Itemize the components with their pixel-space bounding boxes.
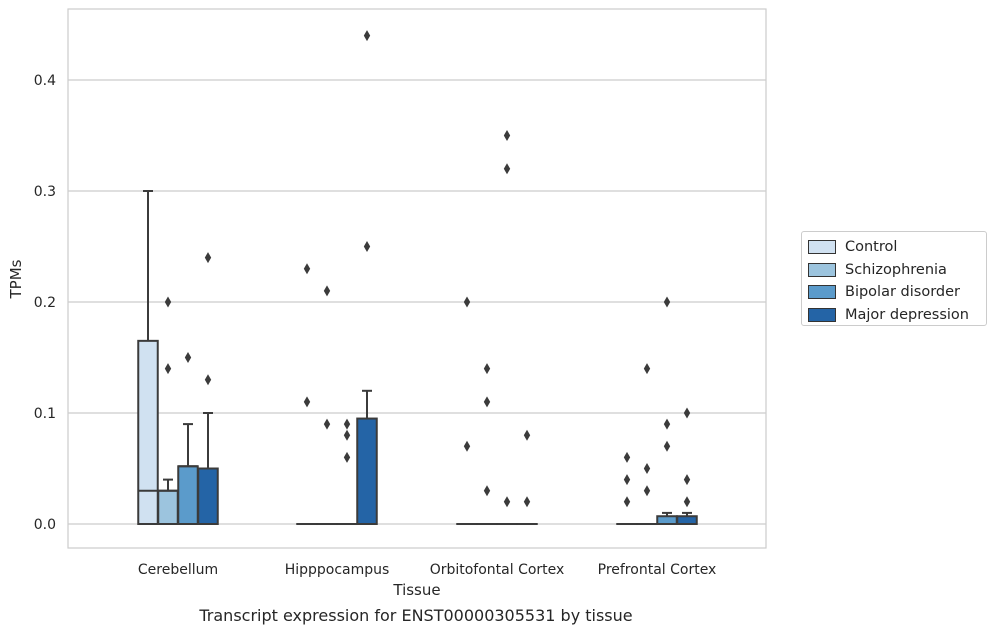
box-body xyxy=(177,465,199,525)
outlier-point xyxy=(683,474,691,486)
box-major-depression xyxy=(197,412,219,525)
box-major-depression xyxy=(676,511,698,525)
legend-label: Major depression xyxy=(845,306,969,323)
outlier-point xyxy=(643,463,651,474)
outlier-point xyxy=(623,451,631,463)
outlier-point xyxy=(623,474,631,486)
x-axis-label: Tissue xyxy=(392,581,440,599)
outlier-point xyxy=(343,418,351,430)
box-body xyxy=(676,515,698,525)
legend-swatch xyxy=(808,307,836,322)
outlier-point xyxy=(343,429,351,441)
y-tick-label: 0.0 xyxy=(34,517,56,533)
box-schizophrenia xyxy=(157,478,179,526)
x-tick-label: Prefrontal Cortex xyxy=(598,562,717,578)
outlier-point xyxy=(363,30,371,42)
outlier-point xyxy=(343,451,351,463)
boxes xyxy=(137,190,698,526)
box-body xyxy=(656,515,678,525)
legend-item: Control xyxy=(808,236,980,259)
outlier-point xyxy=(323,418,331,430)
outlier-point xyxy=(623,496,631,508)
chart-caption: Transcript expression for ENST0000030553… xyxy=(199,606,633,625)
outlier-point xyxy=(164,363,172,375)
outlier-point xyxy=(463,440,471,452)
outlier-point xyxy=(643,485,651,497)
outlier-point xyxy=(643,363,651,375)
box-major-depression xyxy=(356,389,378,525)
legend-item: Major depression xyxy=(808,304,980,327)
outlier-point xyxy=(503,130,511,141)
x-tick-label: Cerebellum xyxy=(138,562,218,578)
outlier-point xyxy=(483,485,491,497)
y-tick-label: 0.2 xyxy=(34,295,56,311)
outlier-point xyxy=(204,374,212,386)
legend-swatch xyxy=(808,285,836,300)
outlier-point xyxy=(683,407,691,419)
legend-label: Bipolar disorder xyxy=(845,284,960,301)
outlier-point xyxy=(323,285,331,297)
box-body xyxy=(157,489,179,526)
legend-swatch xyxy=(808,240,836,255)
gridlines xyxy=(68,79,766,525)
y-tick-label: 0.3 xyxy=(34,184,56,200)
outlier-point xyxy=(363,241,371,252)
outlier-point xyxy=(503,163,511,175)
outlier-point xyxy=(523,496,531,508)
outlier-point xyxy=(523,429,531,441)
outlier-point xyxy=(663,440,671,452)
box-body xyxy=(197,467,219,525)
legend-label: Schizophrenia xyxy=(845,261,947,278)
plot-frame xyxy=(67,8,767,549)
box-bipolar-disorder xyxy=(656,511,678,525)
outlier-point xyxy=(204,252,212,264)
outlier-point xyxy=(503,496,511,508)
box-body xyxy=(137,339,159,525)
y-tick-label: 0.1 xyxy=(34,406,56,422)
outlier-point xyxy=(303,396,311,408)
box-control xyxy=(137,190,159,525)
x-tick-labels: Cerebellum Hipppocampus Orbitofontal Corte… xyxy=(138,562,716,578)
outlier-point xyxy=(303,263,311,275)
outlier-point xyxy=(483,363,491,375)
legend-item: Schizophrenia xyxy=(808,259,980,282)
outlier-point xyxy=(663,296,671,308)
legend: Control Schizophrenia Bipolar disorder Majo… xyxy=(801,231,987,326)
legend-swatch xyxy=(808,262,836,277)
box-bipolar-disorder xyxy=(177,423,199,525)
legend-label: Control xyxy=(845,239,898,256)
outlier-point xyxy=(483,396,491,408)
outlier-point xyxy=(184,352,192,363)
y-tick-label: 0.4 xyxy=(34,73,56,89)
outlier-point xyxy=(683,496,691,508)
outlier-point xyxy=(663,418,671,430)
x-tick-label: Hipppocampus xyxy=(285,562,390,578)
box-body xyxy=(356,417,378,525)
outliers xyxy=(164,30,691,508)
y-axis-label: TPMs xyxy=(7,259,25,299)
legend-item: Bipolar disorder xyxy=(808,281,980,304)
outlier-point xyxy=(463,296,471,308)
y-tick-labels: 0.0 0.1 0.2 0.3 0.4 xyxy=(34,73,56,533)
outlier-point xyxy=(164,296,172,308)
x-tick-label: Orbitofontal Cortex xyxy=(430,562,565,578)
